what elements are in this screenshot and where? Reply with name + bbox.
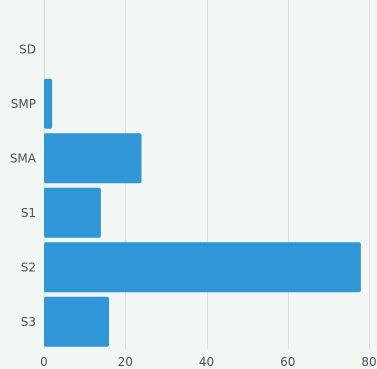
bar-smp xyxy=(44,78,53,129)
category-labels: SD SMP SMA S1 S2 S3 xyxy=(10,42,37,329)
bars xyxy=(44,78,361,347)
category-label: S3 xyxy=(21,315,36,329)
x-tick-label: 60 xyxy=(280,355,295,369)
category-label: SMP xyxy=(11,97,36,111)
bar-sma xyxy=(44,133,142,184)
category-label: SD xyxy=(19,42,36,56)
category-label: SMA xyxy=(10,151,37,165)
category-label: S2 xyxy=(21,260,36,274)
x-tick-label: 20 xyxy=(118,355,133,369)
bar-s2 xyxy=(44,242,361,293)
x-tick-label: 0 xyxy=(40,355,48,369)
x-tick-label: 40 xyxy=(199,355,214,369)
bar-s3 xyxy=(44,296,109,347)
x-tick-label: 80 xyxy=(361,355,376,369)
x-tick-labels: 0 20 40 60 80 xyxy=(40,355,376,369)
category-label: S1 xyxy=(21,206,36,220)
bar-s1 xyxy=(44,187,101,238)
